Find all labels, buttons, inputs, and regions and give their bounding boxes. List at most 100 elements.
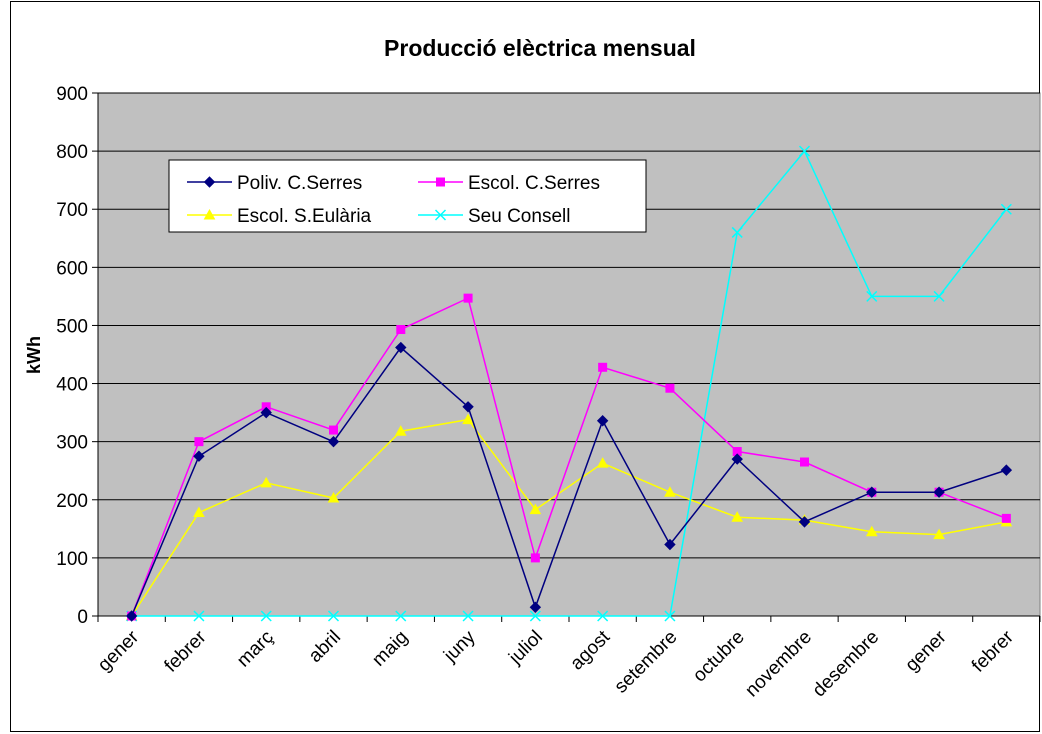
series-0 (125, 341, 1013, 622)
legend-entry: Poliv. C.Serres (187, 173, 362, 194)
x-tick-label: febrer (968, 626, 1018, 676)
data-point (1000, 464, 1013, 476)
x-axis-ticks: gener febrer març abril maig juny juliol agosts… (94, 616, 1041, 702)
data-point (395, 341, 407, 354)
x-tick-label: juny (439, 626, 480, 667)
data-point (260, 476, 273, 488)
x-tick-label: desembre (809, 627, 884, 702)
data-point (395, 610, 407, 622)
x-marker-stroke (260, 610, 272, 622)
y-tick-label: 700 (56, 200, 88, 221)
x-marker-stroke (664, 610, 676, 622)
x-tick-label: setembre (611, 627, 682, 698)
legend-label: Poliv. C.Serres (237, 173, 362, 194)
legend-marker (203, 208, 216, 220)
legend-box (168, 159, 647, 233)
series-3 (126, 145, 1012, 622)
data-point (260, 610, 272, 622)
data-point (462, 610, 474, 622)
data-point (260, 406, 272, 419)
legend-marker (434, 209, 447, 221)
data-point (731, 511, 744, 522)
data-point (327, 435, 340, 448)
series-2 (125, 413, 1013, 621)
data-point (463, 293, 473, 303)
x-tick-label: gener (901, 626, 951, 676)
data-point (866, 486, 878, 498)
x-marker-stroke (395, 610, 407, 622)
data-point (125, 610, 138, 622)
legend-label: Escol. C.Serres (468, 173, 600, 194)
data-point (529, 601, 542, 613)
x-marker-stroke (1000, 203, 1012, 215)
data-point (664, 538, 676, 551)
y-tick-label: 100 (56, 549, 88, 570)
data-point (598, 362, 608, 372)
x-marker-stroke (434, 209, 447, 221)
legend-label: Escol. S.Eulària (237, 206, 372, 227)
x-marker-stroke (866, 290, 878, 302)
legend-marker (203, 176, 216, 188)
x-marker-stroke (933, 290, 945, 302)
data-point (664, 486, 676, 497)
legend-entry: Escol. C.Serres (418, 173, 600, 194)
data-point (193, 506, 205, 518)
data-point (327, 610, 340, 622)
legend-entry: Escol. S.Eulària (187, 206, 372, 227)
data-point (327, 492, 340, 503)
legend-entry: Seu Consell (418, 206, 570, 227)
data-point (529, 503, 542, 515)
data-point (1001, 513, 1011, 523)
series-line (131, 418, 1007, 617)
data-point (1000, 203, 1012, 215)
series-layer (125, 145, 1013, 622)
x-tick-label: juliol (504, 627, 546, 669)
data-point (329, 425, 338, 435)
data-point (731, 453, 743, 465)
y-tick-label: 900 (56, 84, 88, 105)
data-point (798, 145, 811, 157)
x-marker-stroke (462, 610, 474, 622)
data-point (193, 610, 205, 622)
series-line (130, 297, 1007, 617)
x-marker-stroke (529, 610, 541, 622)
y-tick-label: 600 (56, 258, 88, 279)
data-point (193, 450, 205, 462)
x-marker-stroke (327, 610, 340, 622)
data-point (462, 401, 474, 413)
data-point (597, 610, 609, 622)
data-point (530, 553, 540, 563)
y-tick-label: 200 (56, 491, 88, 512)
x-tick-label: octubre (689, 627, 749, 687)
y-tick-label: 400 (56, 375, 88, 396)
legend: Poliv. C.Serres Escol. C.Serres Escol. S.E… (168, 159, 647, 233)
data-point (396, 325, 406, 335)
data-point (194, 437, 204, 447)
series-line (130, 346, 1007, 617)
data-point (665, 383, 675, 393)
y-axis-label: kWh (24, 336, 44, 374)
data-point (933, 528, 945, 540)
gridlines (98, 92, 1040, 559)
x-tick-label: novembre (741, 627, 816, 702)
x-marker-stroke (193, 610, 205, 622)
y-tick-label: 300 (56, 433, 88, 454)
x-tick-label: abril (305, 627, 345, 667)
x-tick-label: març (233, 627, 278, 672)
y-tick-label: 0 (77, 607, 88, 628)
data-point (731, 226, 743, 238)
legend-label: Seu Consell (468, 206, 570, 227)
x-marker-stroke (731, 226, 743, 238)
data-point (866, 290, 878, 302)
x-tick-label: febrer (161, 626, 211, 676)
data-point (798, 516, 811, 528)
data-point (596, 457, 609, 468)
data-point (394, 425, 407, 436)
x-marker-stroke (597, 610, 609, 622)
data-point (664, 610, 676, 622)
data-point (529, 610, 541, 622)
series-line (131, 149, 1007, 617)
y-axis-ticks: 0 100 200 300 400 500 600 700 800 900 (56, 84, 98, 628)
x-marker-stroke (798, 145, 811, 157)
